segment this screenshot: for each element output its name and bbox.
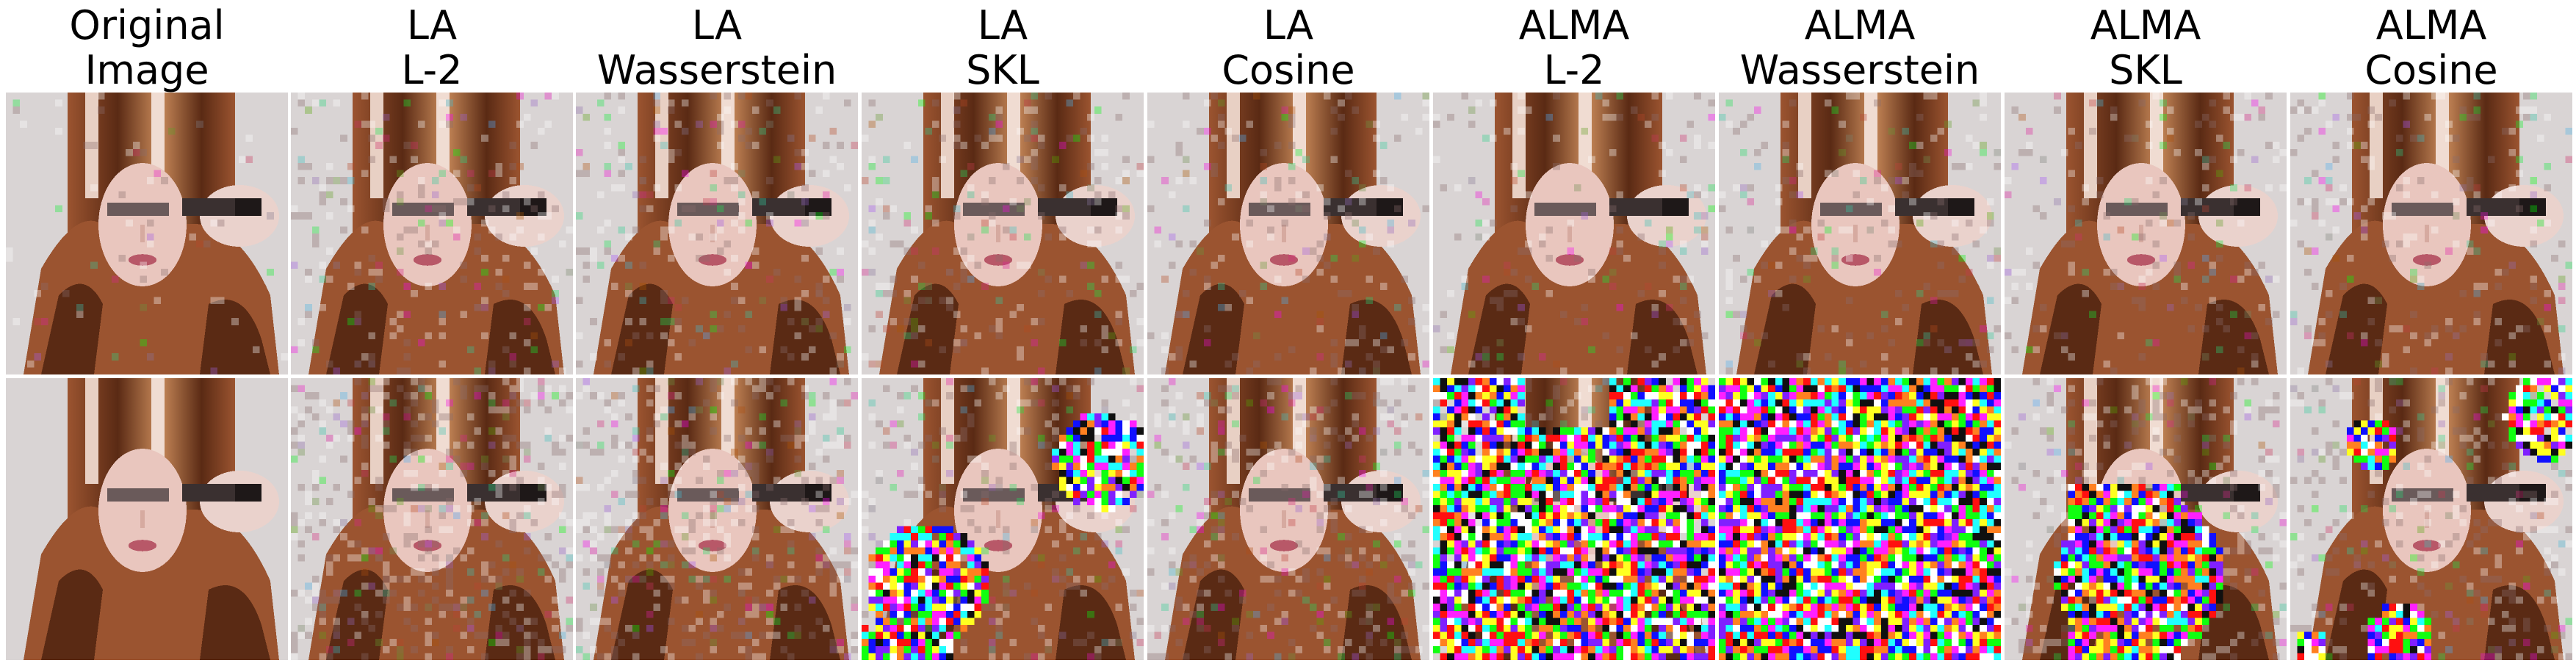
perturbation-layer (862, 413, 1144, 660)
tile-image (291, 93, 573, 374)
tile-image (2290, 378, 2572, 660)
tile-image (1433, 378, 1715, 660)
image-tile-r2-c8 (2005, 378, 2287, 660)
perturbation-layer (1719, 378, 2001, 660)
column-header-7: ALMA SKL (2005, 3, 2287, 93)
column-header-line2: SKL (966, 47, 1039, 93)
portrait (1147, 93, 1429, 374)
tile-image (862, 378, 1144, 660)
portrait (576, 378, 858, 660)
portrait (862, 93, 1144, 374)
perturbation-layer (6, 93, 288, 374)
tile-image (1147, 378, 1429, 660)
portrait (1719, 93, 2001, 374)
tile-image (1719, 93, 2001, 374)
image-tile-r1-c7 (1719, 93, 2001, 374)
perturbation-layer (2005, 93, 2287, 374)
column-header-line1: ALMA (1518, 2, 1630, 48)
portrait (6, 378, 288, 660)
image-tile-r2-c5 (1147, 378, 1429, 660)
perturbation-layer (1147, 93, 1429, 374)
column-header-5: ALMA L-2 (1433, 3, 1715, 93)
column-header-line2: SKL (2109, 47, 2182, 93)
image-tile-r2-c7 (1719, 378, 2001, 660)
tile-image (1719, 378, 2001, 660)
image-tile-r2-c1 (6, 378, 288, 660)
perturbation-layer (291, 378, 573, 660)
portrait (6, 93, 288, 374)
portrait (291, 378, 573, 660)
tile-image (2290, 93, 2572, 374)
tile-image (6, 93, 288, 374)
portrait (2290, 93, 2572, 374)
column-header-line1: LA (406, 2, 458, 48)
column-header-line2: Cosine (2364, 47, 2498, 93)
image-tile-r2-c6 (1433, 378, 1715, 660)
portrait (291, 93, 573, 374)
perturbation-layer (576, 378, 858, 660)
column-header-line1: ALMA (1804, 2, 1916, 48)
image-tile-r1-c2 (291, 93, 573, 374)
perturbation-layer (1433, 378, 1715, 660)
image-tile-r1-c4 (862, 93, 1144, 374)
image-tile-r2-c3 (576, 378, 858, 660)
column-header-line1: Original (69, 2, 225, 48)
portrait (1433, 93, 1715, 374)
column-header-3: LA SKL (862, 3, 1144, 93)
perturbation-layer (2297, 378, 2572, 660)
column-header-line1: LA (1263, 2, 1314, 48)
tile-image (862, 93, 1144, 374)
column-header-line2: L-2 (1543, 47, 1605, 93)
perturbation-layer (862, 93, 1144, 374)
image-tile-r1-c6 (1433, 93, 1715, 374)
column-header-2: LA Wasserstein (576, 3, 858, 93)
portrait (2005, 93, 2287, 374)
tile-image (2005, 93, 2287, 374)
image-tile-r1-c5 (1147, 93, 1429, 374)
image-tile-r1-c3 (576, 93, 858, 374)
column-header-line2: Image (84, 47, 209, 93)
column-header-line1: ALMA (2090, 2, 2201, 48)
tile-image (2005, 378, 2287, 660)
column-header-4: LA Cosine (1147, 3, 1429, 93)
column-header-0: Original Image (6, 3, 288, 93)
perturbation-layer (291, 93, 573, 374)
image-tile-r2-c9 (2290, 378, 2572, 660)
perturbation-layer (2054, 484, 2223, 660)
column-header-line1: LA (977, 2, 1028, 48)
column-header-1: LA L-2 (291, 3, 573, 93)
image-tile-r1-c8 (2005, 93, 2287, 374)
column-header-line2: Cosine (1222, 47, 1355, 93)
tile-image (6, 378, 288, 660)
column-header-6: ALMA Wasserstein (1719, 3, 2001, 93)
portrait (1147, 378, 1429, 660)
perturbation-layer (1147, 378, 1429, 660)
tile-image (576, 93, 858, 374)
tile-image (291, 378, 573, 660)
tile-image (1147, 93, 1429, 374)
perturbation-layer (2290, 93, 2572, 374)
perturbation-layer (1433, 93, 1715, 374)
perturbation-layer (576, 93, 858, 374)
column-header-line2: Wasserstein (1739, 47, 1980, 93)
image-tile-r2-c4 (862, 378, 1144, 660)
column-header-line2: L-2 (401, 47, 463, 93)
column-header-8: ALMA Cosine (2290, 3, 2572, 93)
column-header-line1: ALMA (2375, 2, 2487, 48)
portrait (576, 93, 858, 374)
tile-image (1433, 93, 1715, 374)
image-tile-r2-c2 (291, 378, 573, 660)
column-header-line1: LA (691, 2, 743, 48)
perturbation-layer (1719, 93, 2001, 374)
tile-image (576, 378, 858, 660)
image-tile-r1-c1 (6, 93, 288, 374)
image-tile-r1-c9 (2290, 93, 2572, 374)
column-header-line2: Wasserstein (596, 47, 837, 93)
